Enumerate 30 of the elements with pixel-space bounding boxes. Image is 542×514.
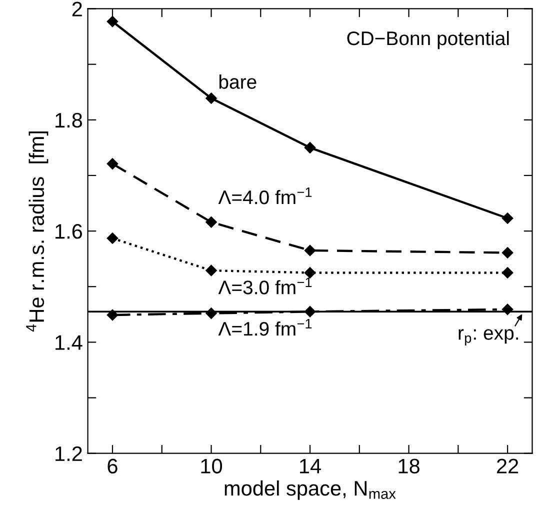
point — [304, 267, 316, 278]
x-tick-label: 6 — [108, 458, 118, 474]
point — [106, 232, 118, 244]
point — [206, 216, 217, 228]
point — [304, 142, 316, 154]
point — [106, 16, 118, 28]
annotation: CD−Bonn potential — [347, 30, 509, 50]
point — [206, 92, 217, 104]
x-tick-label: 10 — [201, 458, 222, 474]
y-tick-label: 1.4 — [56, 335, 82, 350]
y-axis-title: $^{4}$He r.m.s. radius [fm] — [26, 132, 48, 332]
point — [304, 244, 316, 256]
point — [106, 158, 118, 170]
x-tick-label: 14 — [300, 458, 321, 474]
x-tick-label: 18 — [398, 458, 420, 474]
y-tick-label: 1.6 — [56, 224, 82, 239]
series-label: Λ=1.9 fm$^{−1}$ — [218, 319, 312, 336]
point — [502, 247, 514, 258]
x-tick-label: 22 — [497, 458, 518, 474]
x-axis-title: model space, N$_{max}$ — [224, 480, 396, 500]
series-label: Λ=3.0 fm$^{−1}$ — [218, 278, 312, 294]
series-label: Λ=4.0 fm$^{−1}$ — [218, 188, 312, 204]
point — [502, 267, 514, 278]
point — [206, 264, 217, 276]
y-tick-label: 2 — [72, 2, 82, 16]
point — [502, 212, 514, 224]
series-label: bare — [219, 74, 256, 89]
y-tick-label: 1.8 — [56, 112, 82, 128]
legend-label: r$_{p}$: exp. — [458, 329, 518, 346]
y-tick-label: 1.2 — [56, 446, 82, 461]
